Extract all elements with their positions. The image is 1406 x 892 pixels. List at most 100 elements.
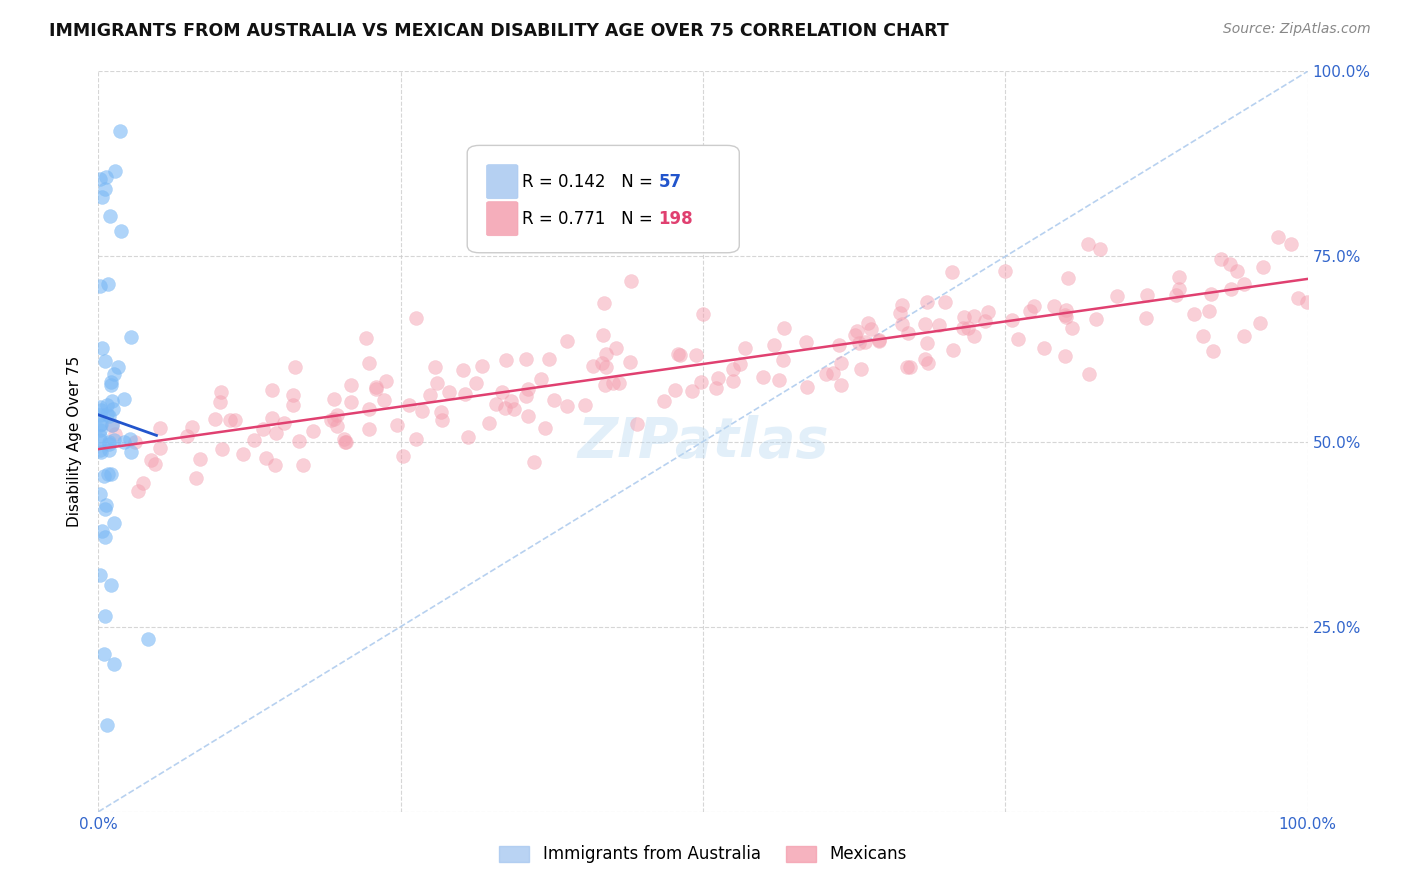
Point <box>772 353 794 368</box>
Point <box>323 411 346 425</box>
Point <box>1107 289 1129 303</box>
Point <box>692 307 714 321</box>
Point <box>264 425 287 440</box>
Point <box>1233 328 1256 343</box>
Point <box>97 409 120 423</box>
Point <box>141 453 163 467</box>
Point <box>846 324 869 338</box>
Point <box>896 359 918 374</box>
Point <box>668 348 690 362</box>
Point <box>595 359 617 374</box>
Point <box>1085 312 1108 326</box>
Point <box>891 317 914 331</box>
Point <box>385 418 408 433</box>
Point <box>357 356 380 370</box>
Point <box>1054 309 1077 323</box>
Point <box>942 343 965 357</box>
Point <box>260 383 283 397</box>
Point <box>1199 287 1222 301</box>
Point <box>773 320 796 334</box>
Point <box>1286 291 1309 305</box>
Point <box>93 501 115 516</box>
Point <box>830 377 852 392</box>
Point <box>1019 304 1042 318</box>
Point <box>149 441 172 455</box>
Point <box>208 395 231 409</box>
Point <box>963 310 986 324</box>
Point <box>1198 303 1220 318</box>
Point <box>340 377 363 392</box>
Point <box>1088 242 1111 256</box>
Point <box>555 334 578 349</box>
Point <box>602 376 624 391</box>
Point <box>94 498 117 512</box>
Point <box>96 398 118 412</box>
Point <box>90 417 112 432</box>
Point <box>301 424 323 438</box>
Point <box>143 457 166 471</box>
Point <box>392 449 415 463</box>
Point <box>419 388 441 402</box>
Point <box>915 336 938 351</box>
Point <box>335 435 357 450</box>
Point <box>89 279 111 293</box>
Point <box>952 320 974 334</box>
Point <box>1001 312 1024 326</box>
Point <box>574 398 596 412</box>
Point <box>664 383 686 397</box>
Point <box>430 413 453 427</box>
Text: 198: 198 <box>658 210 693 227</box>
Point <box>830 356 852 370</box>
Text: R = 0.142   N =: R = 0.142 N = <box>522 173 658 191</box>
Point <box>96 467 118 481</box>
Point <box>768 373 790 387</box>
Point <box>176 428 198 442</box>
Point <box>103 367 125 381</box>
Point <box>104 427 127 442</box>
Text: 57: 57 <box>658 173 682 191</box>
Point <box>112 392 135 407</box>
Point <box>243 433 266 447</box>
Point <box>1164 287 1187 301</box>
Point <box>429 405 451 419</box>
Point <box>704 380 727 394</box>
Point <box>426 376 449 390</box>
Point <box>853 335 876 350</box>
Point <box>209 384 232 399</box>
Point <box>752 370 775 384</box>
Point <box>1220 282 1243 296</box>
Point <box>517 409 540 424</box>
Point <box>100 417 122 432</box>
Point <box>366 382 388 396</box>
Point <box>620 274 643 288</box>
Point <box>543 392 565 407</box>
Point <box>1054 303 1077 318</box>
Point <box>478 416 501 430</box>
Point <box>928 318 950 332</box>
Point <box>97 277 120 291</box>
Point <box>94 182 117 196</box>
Point <box>607 376 630 391</box>
Point <box>914 317 936 331</box>
Point <box>494 401 516 416</box>
Point <box>689 376 711 390</box>
Point <box>977 304 1000 318</box>
Point <box>1007 332 1029 346</box>
Point <box>730 357 752 371</box>
Point <box>1279 237 1302 252</box>
Point <box>495 353 517 368</box>
Point <box>89 443 111 458</box>
Text: IMMIGRANTS FROM AUSTRALIA VS MEXICAN DISABILITY AGE OVER 75 CORRELATION CHART: IMMIGRANTS FROM AUSTRALIA VS MEXICAN DIS… <box>49 22 949 40</box>
Point <box>868 334 890 348</box>
Point <box>1192 328 1215 343</box>
Point <box>180 420 202 434</box>
Point <box>90 524 112 539</box>
Point <box>89 409 111 423</box>
Point <box>120 444 142 458</box>
Point <box>762 338 785 352</box>
Point <box>89 568 111 582</box>
Point <box>118 432 141 446</box>
Point <box>1053 349 1076 363</box>
Y-axis label: Disability Age Over 75: Disability Age Over 75 <box>67 356 83 527</box>
Point <box>405 311 427 326</box>
